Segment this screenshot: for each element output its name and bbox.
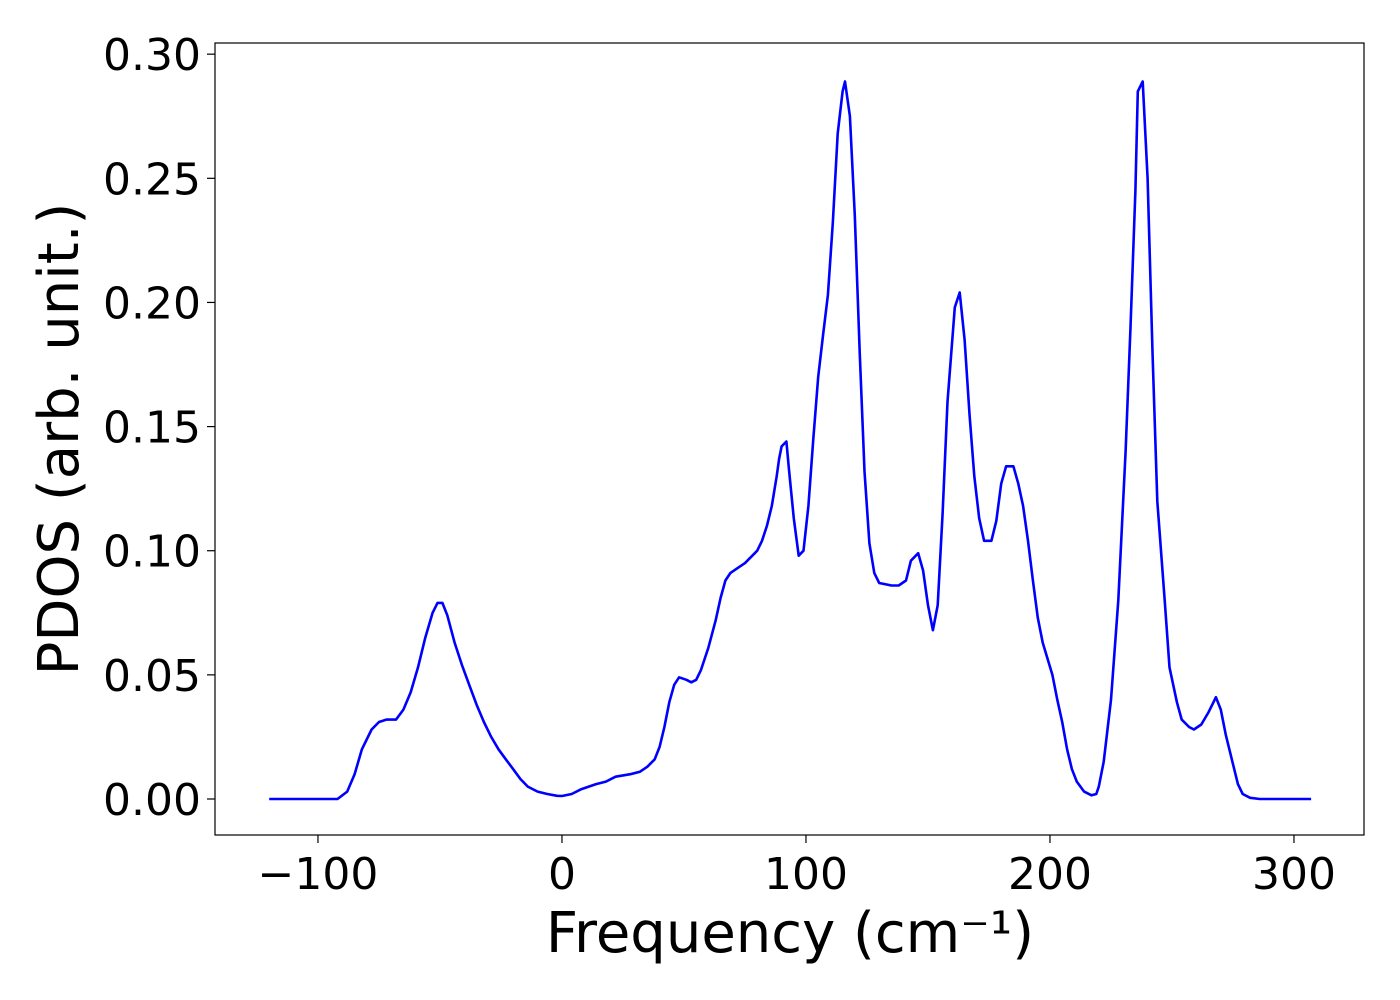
y-tick-label: 0.10 <box>103 527 201 578</box>
x-tick-label: 200 <box>1008 849 1092 900</box>
x-tick-label: 0 <box>548 849 576 900</box>
y-tick-label: 0.15 <box>103 403 201 454</box>
x-tick-label: 100 <box>764 849 848 900</box>
x-tick-label: 300 <box>1252 849 1336 900</box>
y-tick-label: 0.25 <box>103 154 201 205</box>
plot-frame <box>214 42 1365 836</box>
x-axis-label: Frequency (cm⁻¹) <box>546 901 1034 966</box>
y-axis-label: PDOS (arb. unit.) <box>27 203 92 676</box>
y-tick-label: 0.05 <box>103 651 201 702</box>
y-tick-label: 0.30 <box>103 30 201 81</box>
y-tick-label: 0.00 <box>103 775 201 826</box>
x-tick-label: −100 <box>258 849 379 900</box>
pdos-line <box>269 80 1312 801</box>
y-tick-label: 0.20 <box>103 278 201 329</box>
